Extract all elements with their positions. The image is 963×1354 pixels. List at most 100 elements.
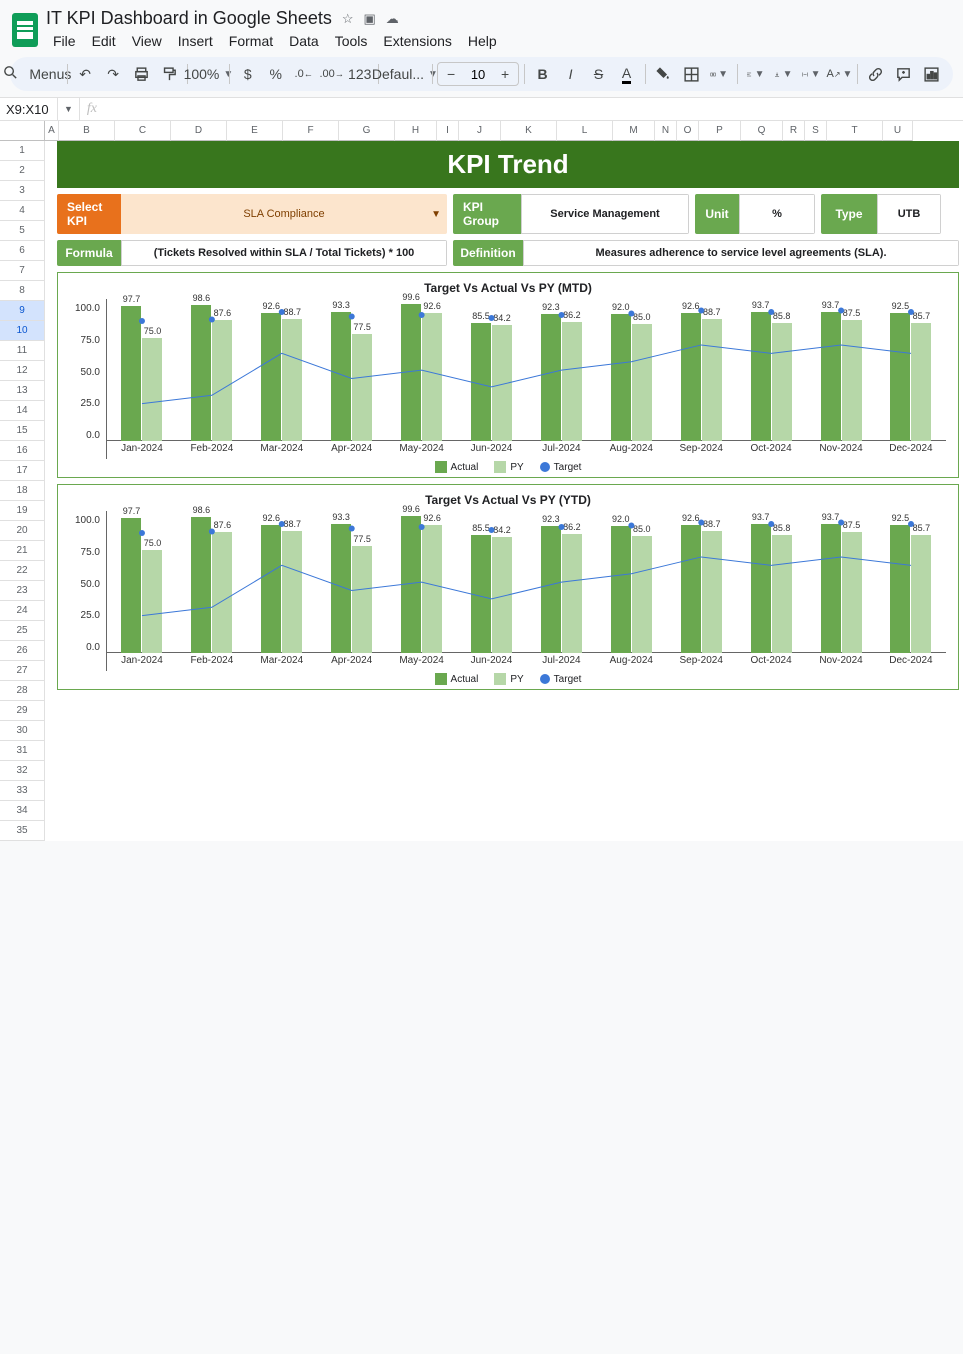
menu-file[interactable]: File (46, 31, 83, 51)
fill-color-button[interactable] (650, 61, 676, 87)
row-header-2[interactable]: 2 (0, 161, 45, 181)
menu-extensions[interactable]: Extensions (376, 31, 458, 51)
row-header-23[interactable]: 23 (0, 581, 45, 601)
row-header-33[interactable]: 33 (0, 781, 45, 801)
row-header-10[interactable]: 10 (0, 321, 45, 341)
col-header-K[interactable]: K (501, 121, 557, 141)
row-header-28[interactable]: 28 (0, 681, 45, 701)
row-header-34[interactable]: 34 (0, 801, 45, 821)
col-header-O[interactable]: O (677, 121, 699, 141)
menu-tools[interactable]: Tools (328, 31, 375, 51)
print-button[interactable] (128, 61, 154, 87)
percent-button[interactable]: % (263, 61, 289, 87)
italic-button[interactable]: I (558, 61, 584, 87)
bold-button[interactable]: B (530, 61, 556, 87)
row-header-25[interactable]: 25 (0, 621, 45, 641)
name-box[interactable]: X9:X10 (0, 98, 58, 120)
move-icon[interactable]: ▣ (364, 11, 376, 27)
menu-format[interactable]: Format (222, 31, 280, 51)
row-header-11[interactable]: 11 (0, 341, 45, 361)
select-kpi-dropdown[interactable]: SLA Compliance ▼ (121, 194, 447, 234)
merge-button[interactable]: ▼ (706, 61, 732, 87)
row-header-14[interactable]: 14 (0, 401, 45, 421)
row-header-7[interactable]: 7 (0, 261, 45, 281)
row-header-3[interactable]: 3 (0, 181, 45, 201)
row-header-17[interactable]: 17 (0, 461, 45, 481)
currency-button[interactable]: $ (235, 61, 261, 87)
row-header-4[interactable]: 4 (0, 201, 45, 221)
col-header-I[interactable]: I (437, 121, 459, 141)
font-size-input[interactable] (464, 67, 492, 82)
col-header-T[interactable]: T (827, 121, 883, 141)
zoom-select[interactable]: 100%▼ (193, 61, 225, 87)
row-header-27[interactable]: 27 (0, 661, 45, 681)
row-header-15[interactable]: 15 (0, 421, 45, 441)
increase-font-button[interactable]: + (492, 61, 518, 87)
comment-button[interactable] (891, 61, 917, 87)
col-header-D[interactable]: D (171, 121, 227, 141)
row-header-12[interactable]: 12 (0, 361, 45, 381)
col-header-P[interactable]: P (699, 121, 741, 141)
menu-edit[interactable]: Edit (85, 31, 123, 51)
select-all-corner[interactable] (0, 121, 45, 141)
menu-insert[interactable]: Insert (171, 31, 220, 51)
col-header-B[interactable]: B (59, 121, 115, 141)
strikethrough-button[interactable]: S (586, 61, 612, 87)
v-align-button[interactable]: ▼ (770, 61, 796, 87)
row-header-21[interactable]: 21 (0, 541, 45, 561)
col-header-R[interactable]: R (783, 121, 805, 141)
row-header-18[interactable]: 18 (0, 481, 45, 501)
doc-title[interactable]: IT KPI Dashboard in Google Sheets (46, 8, 332, 29)
row-header-35[interactable]: 35 (0, 821, 45, 841)
col-header-U[interactable]: U (883, 121, 913, 141)
more-formats-button[interactable]: 123 (347, 61, 373, 87)
star-icon[interactable]: ☆ (342, 11, 354, 27)
col-header-F[interactable]: F (283, 121, 339, 141)
col-header-H[interactable]: H (395, 121, 437, 141)
row-header-9[interactable]: 9 (0, 301, 45, 321)
col-header-M[interactable]: M (613, 121, 655, 141)
increase-decimal-button[interactable]: .00→ (319, 61, 345, 87)
col-header-N[interactable]: N (655, 121, 677, 141)
menu-view[interactable]: View (125, 31, 169, 51)
row-header-22[interactable]: 22 (0, 561, 45, 581)
undo-button[interactable]: ↶ (72, 61, 98, 87)
decrease-font-button[interactable]: − (438, 61, 464, 87)
decrease-decimal-button[interactable]: .0← (291, 61, 317, 87)
name-box-dropdown[interactable]: ▼ (58, 104, 79, 114)
h-align-button[interactable]: ▼ (742, 61, 768, 87)
col-header-G[interactable]: G (339, 121, 395, 141)
col-header-J[interactable]: J (459, 121, 501, 141)
row-header-31[interactable]: 31 (0, 741, 45, 761)
col-header-Q[interactable]: Q (741, 121, 783, 141)
redo-button[interactable]: ↷ (100, 61, 126, 87)
row-header-1[interactable]: 1 (0, 141, 45, 161)
col-header-E[interactable]: E (227, 121, 283, 141)
row-header-6[interactable]: 6 (0, 241, 45, 261)
paint-format-button[interactable] (156, 61, 182, 87)
borders-button[interactable] (678, 61, 704, 87)
row-header-26[interactable]: 26 (0, 641, 45, 661)
row-header-30[interactable]: 30 (0, 721, 45, 741)
menu-help[interactable]: Help (461, 31, 504, 51)
font-select[interactable]: Defaul...▼ (383, 61, 426, 87)
menu-data[interactable]: Data (282, 31, 326, 51)
search-menus-button[interactable]: Menus (18, 61, 62, 87)
wrap-button[interactable]: ▼ (798, 61, 824, 87)
sheets-logo-icon[interactable] (12, 13, 38, 47)
col-header-S[interactable]: S (805, 121, 827, 141)
row-header-13[interactable]: 13 (0, 381, 45, 401)
text-color-button[interactable]: A (614, 61, 640, 87)
row-header-32[interactable]: 32 (0, 761, 45, 781)
row-header-29[interactable]: 29 (0, 701, 45, 721)
chart-button[interactable] (919, 61, 945, 87)
row-header-16[interactable]: 16 (0, 441, 45, 461)
rotate-button[interactable]: A↗▼ (826, 61, 852, 87)
col-header-L[interactable]: L (557, 121, 613, 141)
col-header-C[interactable]: C (115, 121, 171, 141)
row-header-20[interactable]: 20 (0, 521, 45, 541)
row-header-19[interactable]: 19 (0, 501, 45, 521)
col-header-A[interactable]: A (45, 121, 59, 141)
row-header-5[interactable]: 5 (0, 221, 45, 241)
row-header-8[interactable]: 8 (0, 281, 45, 301)
